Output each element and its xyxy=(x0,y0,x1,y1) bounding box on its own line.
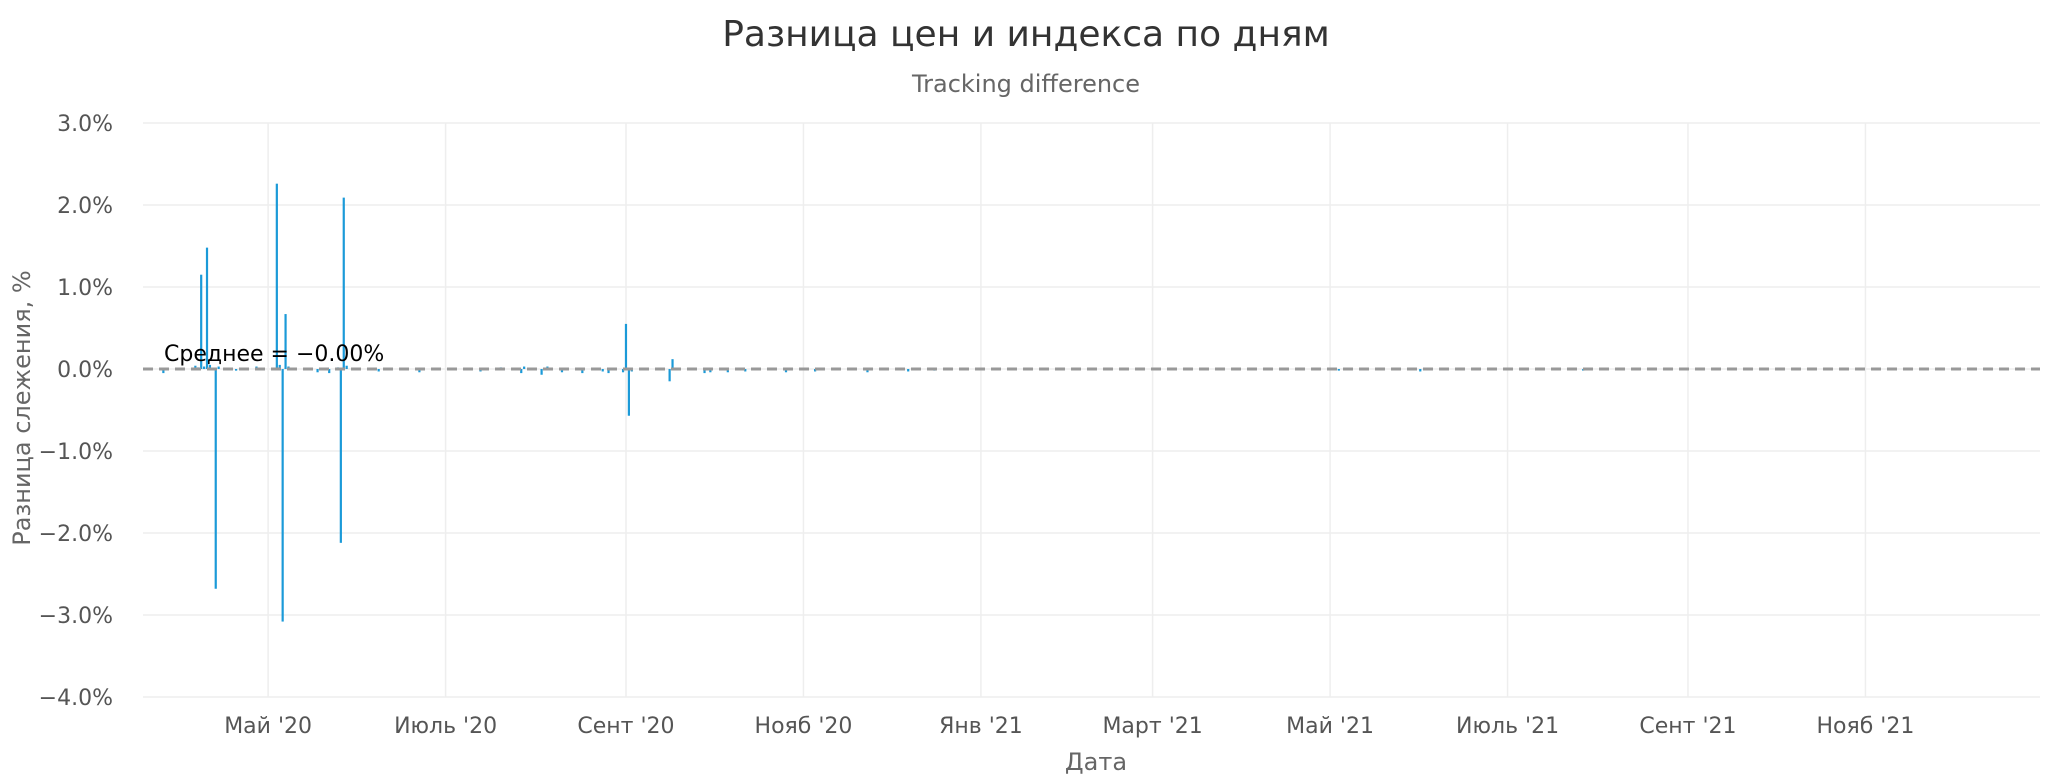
data-bar xyxy=(540,369,543,375)
x-tick-label: Май '20 xyxy=(224,714,312,739)
x-tick-label: Янв '21 xyxy=(939,714,1023,739)
x-axis-label: Дата xyxy=(1065,748,1127,776)
y-tick-label: −2.0% xyxy=(39,522,113,547)
y-tick-label: −3.0% xyxy=(39,604,113,629)
data-bar xyxy=(560,369,564,373)
data-bar xyxy=(284,314,287,369)
data-bar xyxy=(328,369,331,374)
data-bar xyxy=(703,369,706,374)
data-bar xyxy=(621,369,625,373)
y-tick-label: 0.0% xyxy=(57,358,113,383)
data-bar xyxy=(200,274,203,369)
x-tick-label: Март '21 xyxy=(1102,714,1202,739)
data-bar xyxy=(520,369,523,374)
data-bar xyxy=(194,365,197,369)
chart-subtitle: Tracking difference xyxy=(911,70,1140,98)
x-tick-label: Июль '21 xyxy=(1456,714,1559,739)
x-tick-label: Май '21 xyxy=(1286,714,1374,739)
y-axis-label: Разница слежения, % xyxy=(8,270,36,545)
data-bar xyxy=(726,369,729,373)
data-bar xyxy=(205,247,209,369)
data-bar xyxy=(235,369,238,371)
data-bar xyxy=(523,366,526,369)
data-bar xyxy=(627,369,630,416)
data-bar xyxy=(624,323,628,369)
data-bar xyxy=(671,359,674,369)
data-bar xyxy=(1419,369,1422,372)
data-bar xyxy=(418,369,421,373)
data-bar xyxy=(339,369,342,543)
data-bar xyxy=(208,364,212,369)
data-bar xyxy=(607,369,610,374)
x-tick-labels: Май '20 Июль '20 Сент '20 Нояб '20 Янв '21 Ма… xyxy=(224,714,1914,739)
data-bar xyxy=(281,369,284,622)
data-bar xyxy=(345,365,348,369)
x-tick-label: Нояб '21 xyxy=(1817,714,1915,739)
data-bar xyxy=(1337,369,1340,371)
x-tick-label: Сент '21 xyxy=(1639,714,1736,739)
data-bar xyxy=(744,369,747,372)
data-bar xyxy=(581,369,584,374)
y-tick-label: −4.0% xyxy=(39,686,113,711)
data-bar xyxy=(866,369,869,373)
y-tick-label: 3.0% xyxy=(57,112,113,137)
data-bar xyxy=(601,369,604,372)
chart-title: Разница цен и индекса по дням xyxy=(722,14,1330,55)
x-tick-label: Июль '20 xyxy=(394,714,497,739)
data-bar xyxy=(316,369,319,373)
data-bar xyxy=(275,183,278,369)
data-bar xyxy=(668,369,671,382)
bars-layer xyxy=(162,183,1585,622)
mean-layer: Среднее = −0.00% xyxy=(143,342,2040,371)
data-bar xyxy=(278,364,281,369)
mean-label: Среднее = −0.00% xyxy=(164,342,384,367)
x-tick-label: Сент '20 xyxy=(577,714,674,739)
data-bar xyxy=(217,366,220,369)
y-tick-label: −1.0% xyxy=(39,440,113,465)
data-bar xyxy=(342,197,345,369)
data-bar xyxy=(202,366,206,369)
data-bar xyxy=(214,369,217,589)
data-bar xyxy=(784,369,788,373)
x-tick-label: Нояб '20 xyxy=(755,714,853,739)
data-bar xyxy=(377,369,380,372)
y-tick-label: 2.0% xyxy=(57,194,113,219)
data-bar xyxy=(162,369,165,374)
grid-layer xyxy=(143,122,2040,698)
data-bar xyxy=(709,369,712,373)
y-tick-labels: 3.0% 2.0% 1.0% 0.0% −1.0% −2.0% −3.0% −4.0% xyxy=(39,112,113,711)
data-bar xyxy=(907,369,910,372)
y-tick-label: 1.0% xyxy=(57,276,113,301)
